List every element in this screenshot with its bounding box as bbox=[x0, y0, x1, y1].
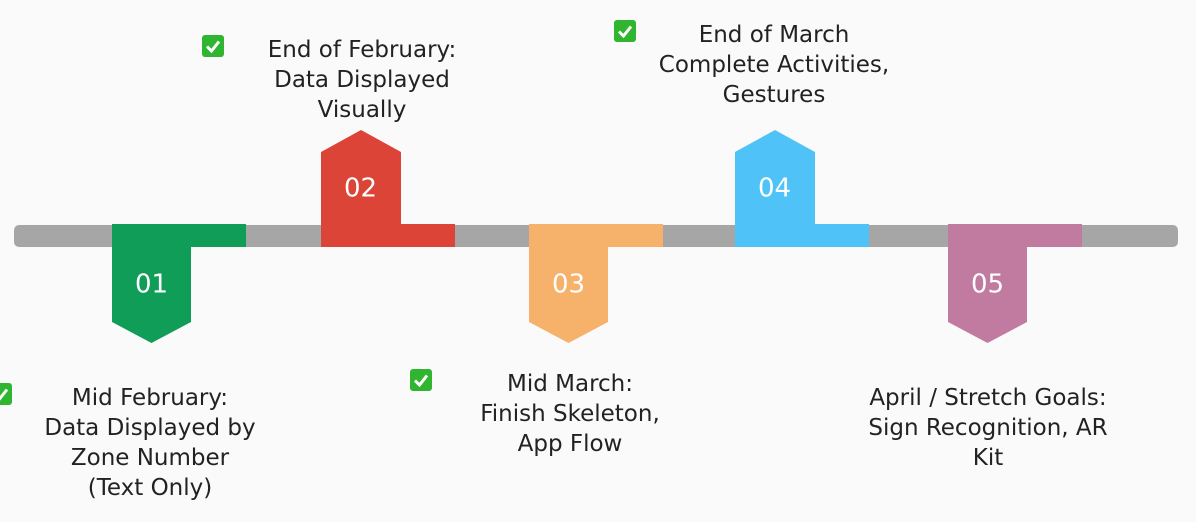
milestone-tab bbox=[608, 224, 663, 247]
label-text: April / Stretch Goals: bbox=[869, 385, 1107, 411]
check-icon bbox=[202, 35, 224, 57]
milestone-label: End of March Complete Activities, Gestures bbox=[614, 20, 934, 110]
check-box bbox=[0, 383, 12, 405]
label-line: App Flow bbox=[410, 429, 730, 459]
label-line: Mid February: bbox=[0, 383, 310, 413]
milestone-label: End of February: Data Displayed Visually bbox=[202, 35, 522, 125]
label-text: Data Displayed by bbox=[44, 415, 256, 441]
label-text: Complete Activities, bbox=[658, 52, 890, 78]
label-line: Finish Skeleton, bbox=[410, 399, 730, 429]
milestone-label: Mid February: Data Displayed by Zone Numbe… bbox=[0, 383, 310, 503]
label-line: Zone Number bbox=[0, 443, 310, 473]
check-icon bbox=[410, 369, 432, 391]
milestone-marker bbox=[112, 224, 191, 343]
milestone-number: 01 bbox=[135, 270, 168, 300]
milestone-marker bbox=[529, 224, 608, 343]
label-line: Gestures bbox=[614, 80, 934, 110]
check-icon bbox=[0, 383, 12, 405]
label-text: (Text Only) bbox=[87, 475, 213, 501]
milestone-number: 04 bbox=[758, 174, 791, 204]
label-line: Visually bbox=[202, 95, 522, 125]
label-line: Data Displayed bbox=[202, 65, 522, 95]
label-text: Mid February: bbox=[71, 385, 229, 411]
check-mark bbox=[413, 374, 429, 388]
label-text: Mid March: bbox=[506, 371, 633, 397]
label-line: Sign Recognition, AR bbox=[828, 413, 1148, 443]
check-box bbox=[202, 35, 224, 57]
milestone-label: April / Stretch Goals: Sign Recognition, … bbox=[828, 383, 1148, 473]
label-text: Data Displayed bbox=[274, 67, 450, 93]
label-line: (Text Only) bbox=[0, 473, 310, 503]
milestone-tab bbox=[191, 224, 246, 247]
label-line: Kit bbox=[828, 443, 1148, 473]
check-mark bbox=[617, 25, 633, 39]
label-text: App Flow bbox=[517, 431, 623, 457]
label-line: Complete Activities, bbox=[614, 50, 934, 80]
milestone-tab bbox=[814, 224, 869, 247]
milestone-number: 02 bbox=[344, 174, 377, 204]
label-text: Visually bbox=[317, 97, 407, 123]
milestone-number: 03 bbox=[552, 270, 585, 300]
milestone-marker bbox=[948, 224, 1027, 343]
check-icon bbox=[614, 20, 636, 42]
milestone-label: Mid March: Finish Skeleton, App Flow bbox=[410, 369, 730, 459]
label-line: End of February: bbox=[202, 35, 522, 65]
milestone-tab bbox=[400, 224, 455, 247]
milestone-marker bbox=[735, 130, 815, 247]
label-line: End of March bbox=[614, 20, 934, 50]
label-text: Gestures bbox=[722, 82, 826, 108]
label-text: Kit bbox=[972, 445, 1004, 471]
milestone-number: 05 bbox=[971, 270, 1004, 300]
label-text: Zone Number bbox=[70, 445, 230, 471]
check-mark bbox=[0, 388, 9, 401]
label-text: End of February: bbox=[267, 37, 457, 63]
label-line: Data Displayed by bbox=[0, 413, 310, 443]
milestone-tab bbox=[1027, 224, 1082, 247]
label-text: Sign Recognition, AR bbox=[868, 415, 1108, 441]
label-text: Finish Skeleton, bbox=[480, 401, 660, 427]
check-mark bbox=[205, 40, 221, 54]
check-box bbox=[614, 20, 636, 42]
label-line: April / Stretch Goals: bbox=[828, 383, 1148, 413]
label-line: Mid March: bbox=[410, 369, 730, 399]
check-box bbox=[410, 369, 432, 391]
milestone-marker bbox=[321, 130, 401, 247]
label-text: End of March bbox=[698, 22, 850, 48]
